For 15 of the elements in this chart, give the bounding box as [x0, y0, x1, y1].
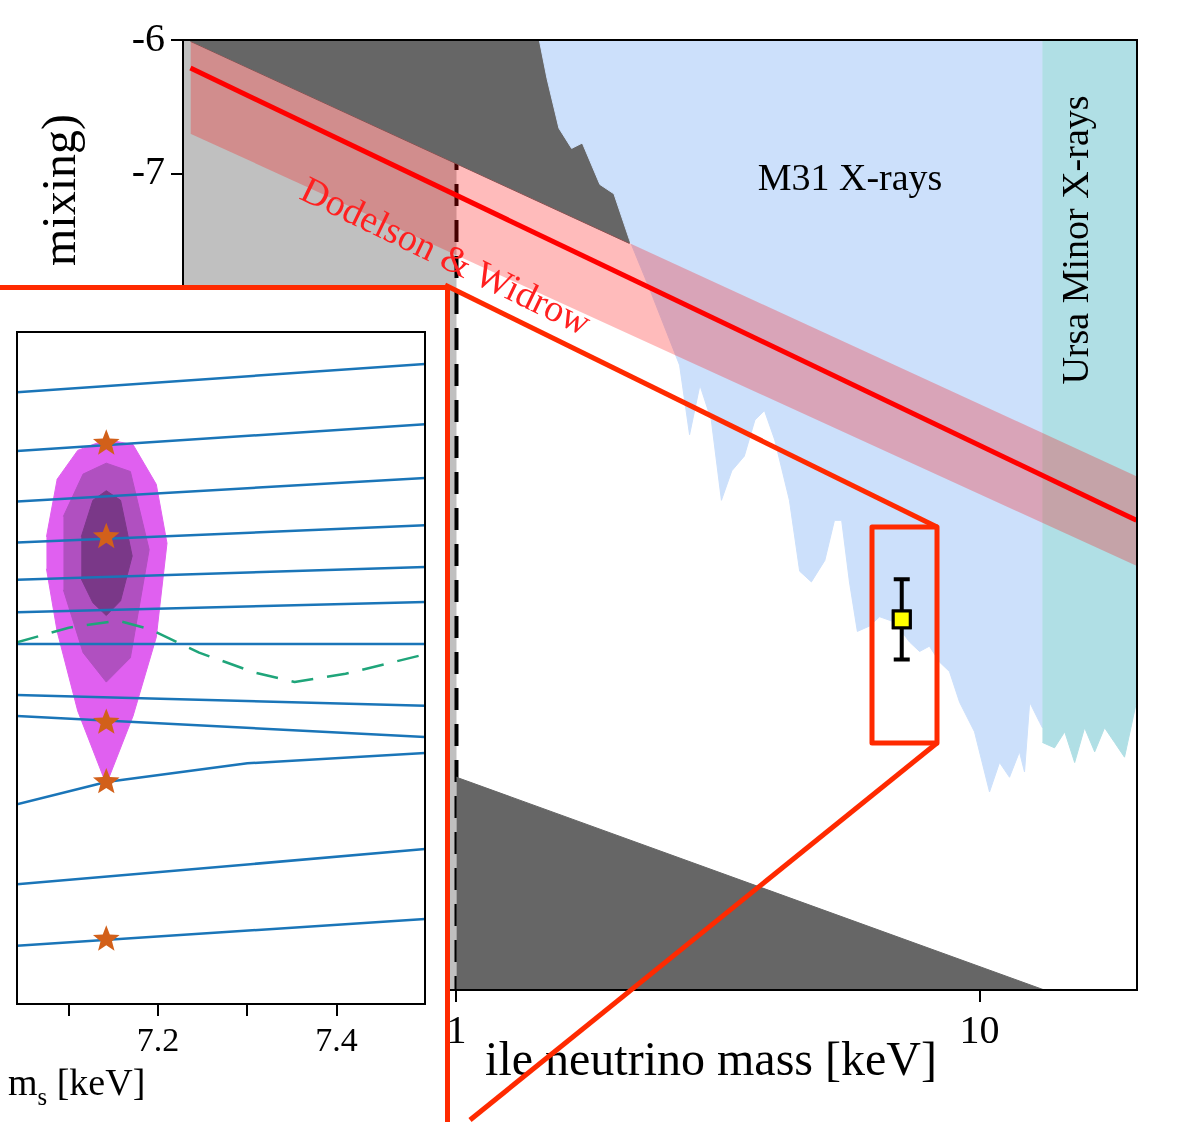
annotation: Ursa Minor X-rays	[1053, 95, 1096, 385]
x-tick-label: 7.2	[136, 1021, 180, 1059]
point	[92, 708, 120, 734]
point	[92, 767, 120, 794]
x-tick-label: 10	[959, 1006, 1000, 1052]
x-axis-title: ile neutrino mass [keV]	[485, 1032, 937, 1085]
y-axis-title: mixing)	[32, 114, 86, 266]
x-tick-label: 7.4	[315, 1021, 358, 1059]
annotation: M31 X-rays	[757, 155, 943, 198]
point	[92, 925, 120, 951]
y-tick-label: -6	[131, 14, 165, 60]
point	[92, 522, 120, 549]
y-tick-label: -7	[131, 148, 165, 194]
x-tick-label: 1	[446, 1006, 467, 1052]
point	[92, 429, 120, 455]
